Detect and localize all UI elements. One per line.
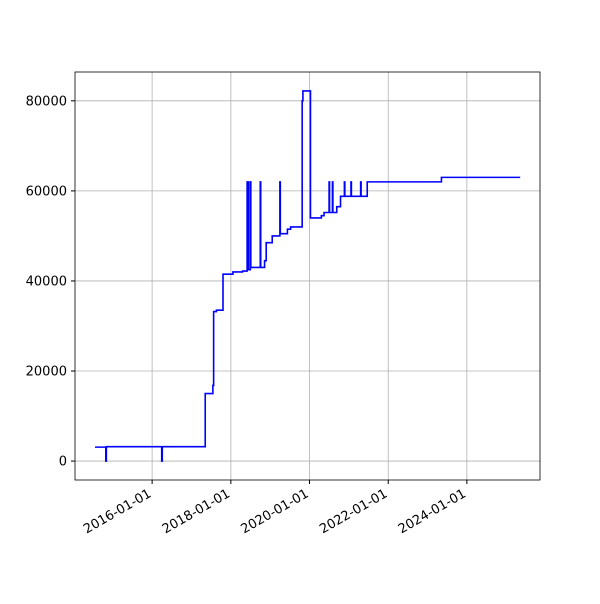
y-tick-label: 80000 xyxy=(26,94,67,109)
y-tick-label: 40000 xyxy=(26,274,67,289)
data-line xyxy=(95,90,521,462)
y-tick-label: 0 xyxy=(59,455,67,470)
plot-frame xyxy=(74,71,541,481)
y-tick-label: 20000 xyxy=(26,365,67,380)
y-tick-label: 60000 xyxy=(26,184,67,199)
